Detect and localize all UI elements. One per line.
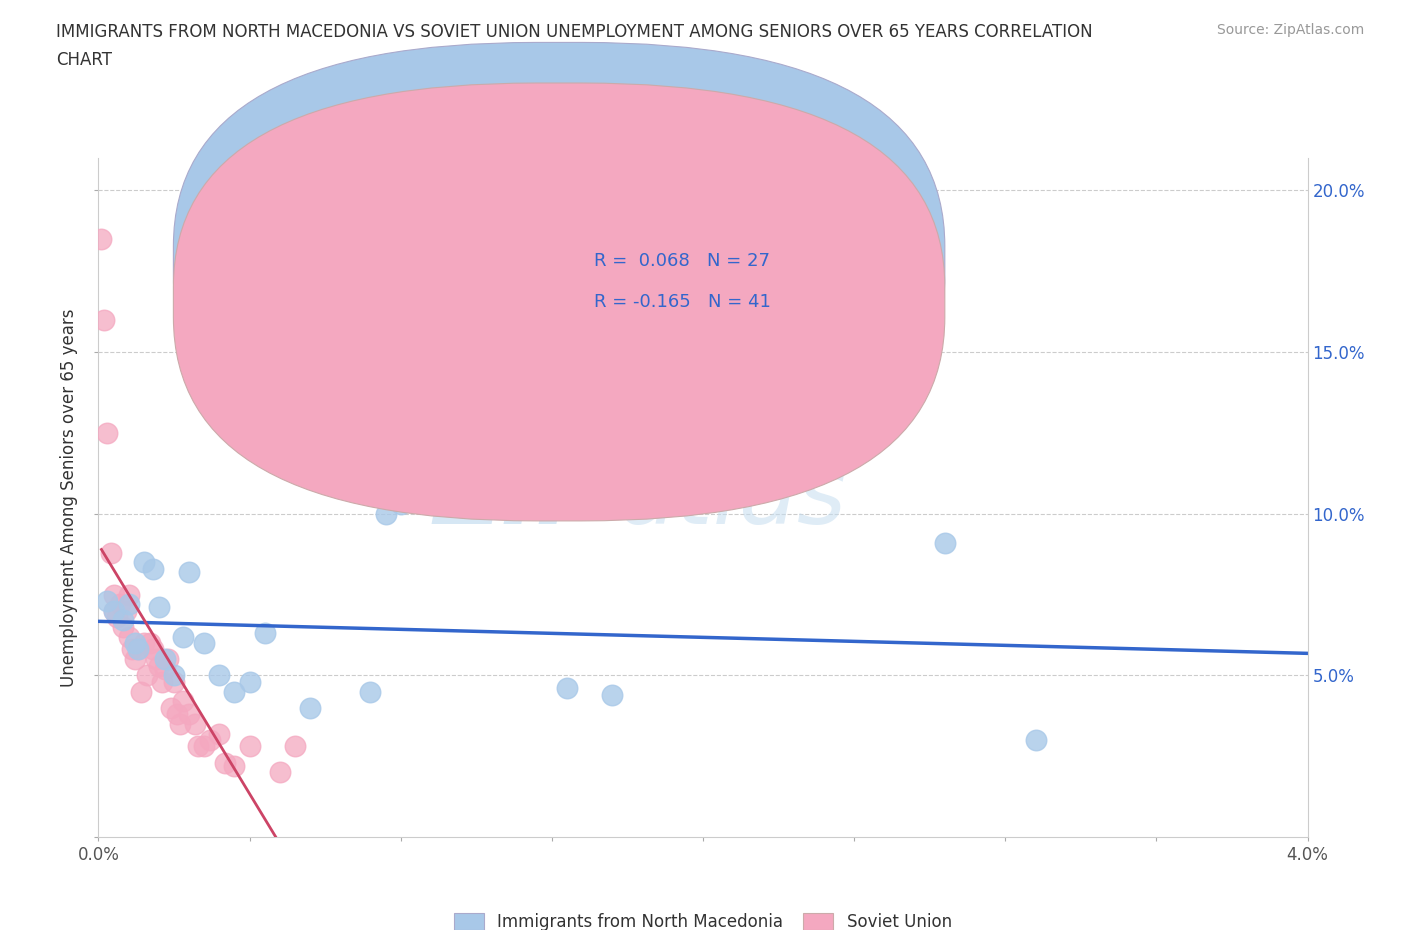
FancyBboxPatch shape — [509, 232, 897, 335]
Point — [96, 425, 118, 440]
Point — [96, 593, 118, 608]
Point — [135, 668, 157, 683]
Point — [299, 700, 322, 715]
Point — [148, 600, 170, 615]
Point — [602, 687, 624, 702]
Point — [142, 642, 165, 657]
Point — [224, 684, 246, 699]
Point — [118, 587, 141, 602]
Text: atlas: atlas — [619, 452, 846, 543]
Point — [160, 700, 183, 715]
Text: R = -0.165   N = 41: R = -0.165 N = 41 — [595, 293, 770, 311]
Point — [153, 661, 176, 676]
Point — [100, 545, 122, 560]
Point — [124, 635, 146, 650]
Point — [239, 739, 262, 754]
Text: ZIP: ZIP — [433, 452, 606, 543]
Point — [114, 604, 136, 618]
FancyBboxPatch shape — [173, 43, 945, 480]
Point — [142, 561, 165, 576]
Point — [555, 681, 578, 696]
Text: Source: ZipAtlas.com: Source: ZipAtlas.com — [1216, 23, 1364, 37]
Point — [127, 642, 149, 657]
Point — [172, 629, 194, 644]
Point — [111, 613, 134, 628]
Point — [93, 312, 115, 327]
Point — [129, 684, 152, 699]
Point — [121, 642, 143, 657]
Text: CHART: CHART — [56, 51, 112, 69]
Point — [284, 739, 307, 754]
Point — [156, 652, 179, 667]
Point — [132, 555, 155, 570]
Point — [214, 755, 236, 770]
Point — [450, 497, 472, 512]
Point — [179, 565, 201, 579]
Point — [145, 652, 167, 667]
Point — [163, 668, 186, 683]
Point — [208, 726, 231, 741]
FancyBboxPatch shape — [173, 83, 945, 521]
Y-axis label: Unemployment Among Seniors over 65 years: Unemployment Among Seniors over 65 years — [60, 309, 79, 686]
Point — [200, 733, 222, 748]
Point — [139, 635, 162, 650]
Point — [1025, 733, 1047, 748]
Point — [253, 626, 276, 641]
Point — [132, 635, 155, 650]
Point — [163, 674, 186, 689]
Point — [118, 597, 141, 612]
Point — [108, 597, 131, 612]
Legend: Immigrants from North Macedonia, Soviet Union: Immigrants from North Macedonia, Soviet … — [447, 907, 959, 930]
Point — [148, 658, 170, 673]
Point — [90, 232, 112, 246]
Point — [172, 694, 194, 709]
Point — [179, 707, 201, 722]
Point — [193, 635, 215, 650]
Point — [103, 587, 125, 602]
Point — [187, 739, 209, 754]
Point — [208, 668, 231, 683]
Point — [111, 619, 134, 634]
Point — [360, 684, 382, 699]
Point — [934, 536, 956, 551]
Point — [269, 764, 291, 779]
Text: IMMIGRANTS FROM NORTH MACEDONIA VS SOVIET UNION UNEMPLOYMENT AMONG SENIORS OVER : IMMIGRANTS FROM NORTH MACEDONIA VS SOVIE… — [56, 23, 1092, 41]
Point — [124, 652, 146, 667]
Point — [118, 629, 141, 644]
Point — [374, 506, 396, 521]
Text: R =  0.068   N = 27: R = 0.068 N = 27 — [595, 252, 770, 271]
Point — [224, 759, 246, 774]
Point — [169, 716, 191, 731]
Point — [105, 610, 128, 625]
Point — [127, 642, 149, 657]
Point — [166, 707, 188, 722]
Point — [239, 674, 262, 689]
Point — [193, 739, 215, 754]
Point — [103, 604, 125, 618]
Point — [389, 497, 412, 512]
Point — [150, 674, 173, 689]
Point — [103, 604, 125, 618]
Point — [153, 652, 176, 667]
Point — [184, 716, 207, 731]
